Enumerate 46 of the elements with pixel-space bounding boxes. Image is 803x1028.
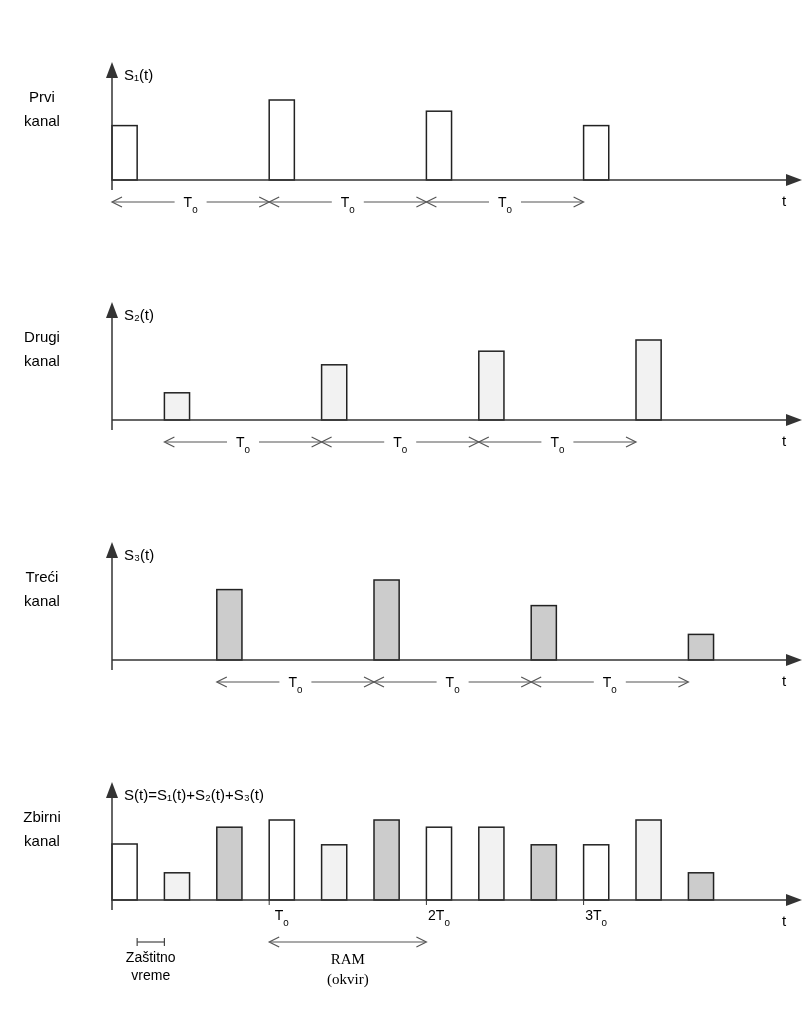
text: Zaštitno vreme [125, 949, 176, 983]
chart-title: Drugi kanal [24, 328, 60, 369]
bar [530, 604, 558, 661]
bar [687, 872, 715, 901]
bar [582, 844, 610, 901]
text: T$_{0}$ [497, 194, 513, 215]
bar [373, 579, 400, 661]
text: T$_{0}$ [602, 674, 618, 695]
bar [216, 588, 243, 661]
bar [635, 339, 662, 421]
bar [478, 826, 505, 901]
bar [478, 350, 505, 421]
bar [163, 392, 191, 421]
bar [320, 844, 348, 901]
bar [320, 364, 348, 421]
y-axis-title: S₁(t) [124, 66, 154, 83]
x-axis-title: t [781, 912, 787, 929]
text: T$_{0}$ [393, 434, 408, 455]
x-tick-label: 3T$_{0}$ [585, 907, 608, 928]
chart-title: Prvi kanal [24, 88, 60, 129]
x-axis-title: t [781, 432, 787, 449]
bar [530, 844, 558, 901]
bar [373, 819, 400, 901]
bar [635, 819, 662, 901]
bar [111, 843, 138, 901]
bar [268, 819, 296, 901]
text: T$_{0}$ [550, 434, 565, 455]
text: RAM (okvir) [326, 951, 369, 988]
text: T$_{0}$ [445, 674, 461, 695]
y-axis-title: S(t)=S₁(t)+S₂(t)+S₃(t) [124, 786, 264, 803]
text: T$_{0}$ [183, 194, 199, 215]
bar [687, 633, 715, 661]
x-tick-label: T$_{0}$ [274, 907, 290, 928]
text: T$_{0}$ [340, 194, 356, 215]
y-axis-title: S₃(t) [124, 546, 155, 563]
y-axis-title: S₂(t) [124, 306, 154, 323]
bar [216, 826, 243, 901]
chart-title: Treći kanal [24, 568, 60, 609]
x-axis-title: t [781, 672, 787, 689]
chart-title: Zbirni kanal [23, 808, 61, 849]
bar [425, 826, 453, 901]
x-axis-title: t [781, 192, 787, 209]
bar [163, 872, 191, 901]
x-tick-label: 2T$_{0}$ [428, 907, 451, 928]
text: T$_{0}$ [235, 434, 251, 455]
text: T$_{0}$ [288, 674, 303, 695]
